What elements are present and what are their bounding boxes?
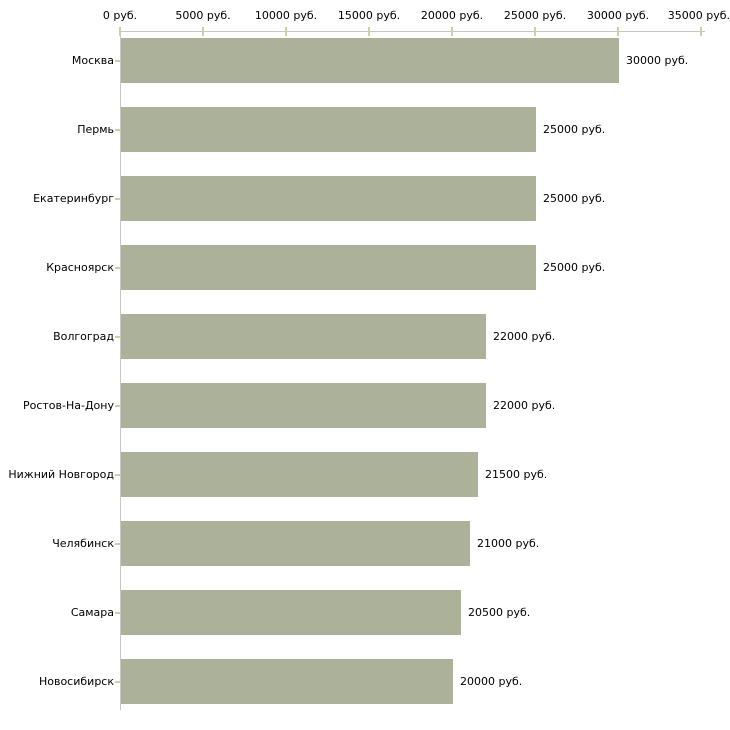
category-label: Челябинск bbox=[52, 536, 114, 550]
y-axis-tick bbox=[115, 473, 120, 476]
bar bbox=[121, 38, 619, 83]
x-axis-line bbox=[120, 31, 705, 32]
category-label: Волгоград bbox=[53, 329, 114, 343]
y-axis-tick bbox=[115, 128, 120, 131]
x-axis-tick-label: 20000 руб. bbox=[420, 9, 484, 22]
x-axis-tick bbox=[119, 27, 121, 36]
value-label: 22000 руб. bbox=[493, 398, 556, 412]
bar bbox=[121, 176, 536, 221]
value-label: 30000 руб. bbox=[626, 53, 689, 67]
x-axis-tick bbox=[617, 27, 619, 36]
category-label: Ростов-На-Дону bbox=[22, 398, 114, 412]
x-axis-tick bbox=[368, 27, 370, 36]
x-axis-tick-label: 15000 руб. bbox=[337, 9, 401, 22]
bar bbox=[121, 521, 470, 566]
value-label: 21500 руб. bbox=[485, 467, 548, 481]
y-axis-tick bbox=[115, 680, 120, 683]
value-label: 25000 руб. bbox=[543, 122, 606, 136]
x-axis-tick-label: 10000 руб. bbox=[254, 9, 318, 22]
x-axis-tick-label: 25000 руб. bbox=[503, 9, 567, 22]
category-label: Новосибирск bbox=[38, 674, 114, 688]
category-label: Самара bbox=[70, 605, 114, 619]
value-label: 20500 руб. bbox=[468, 605, 531, 619]
category-label: Пермь bbox=[77, 122, 114, 136]
y-axis-tick bbox=[115, 404, 120, 407]
bar bbox=[121, 245, 536, 290]
category-label: Екатеринбург bbox=[33, 191, 114, 205]
y-axis-tick bbox=[115, 266, 120, 269]
x-axis-tick-label: 5000 руб. bbox=[175, 9, 231, 22]
bar bbox=[121, 452, 478, 497]
x-axis-tick bbox=[202, 27, 204, 36]
bar bbox=[121, 107, 536, 152]
category-label: Москва bbox=[71, 53, 114, 67]
bar bbox=[121, 659, 453, 704]
value-label: 25000 руб. bbox=[543, 191, 606, 205]
y-axis-line bbox=[120, 31, 121, 710]
value-label: 22000 руб. bbox=[493, 329, 556, 343]
x-axis-tick bbox=[285, 27, 287, 36]
x-axis-tick-label: 35000 руб. bbox=[667, 9, 730, 22]
x-axis-tick bbox=[534, 27, 536, 36]
value-label: 20000 руб. bbox=[460, 674, 523, 688]
bar bbox=[121, 314, 486, 359]
value-label: 21000 руб. bbox=[477, 536, 540, 550]
category-label: Нижний Новгород bbox=[8, 467, 114, 481]
category-label: Красноярск bbox=[46, 260, 114, 274]
x-axis-tick-label: 30000 руб. bbox=[586, 9, 650, 22]
y-axis-tick bbox=[115, 611, 120, 614]
x-axis-tick bbox=[451, 27, 453, 36]
x-axis-tick-label: 0 руб. bbox=[102, 9, 138, 22]
x-axis-tick bbox=[700, 27, 702, 36]
y-axis-tick bbox=[115, 197, 120, 200]
value-label: 25000 руб. bbox=[543, 260, 606, 274]
y-axis-tick bbox=[115, 542, 120, 545]
bar bbox=[121, 590, 461, 635]
y-axis-tick bbox=[115, 335, 120, 338]
bar bbox=[121, 383, 486, 428]
y-axis-tick bbox=[115, 59, 120, 62]
